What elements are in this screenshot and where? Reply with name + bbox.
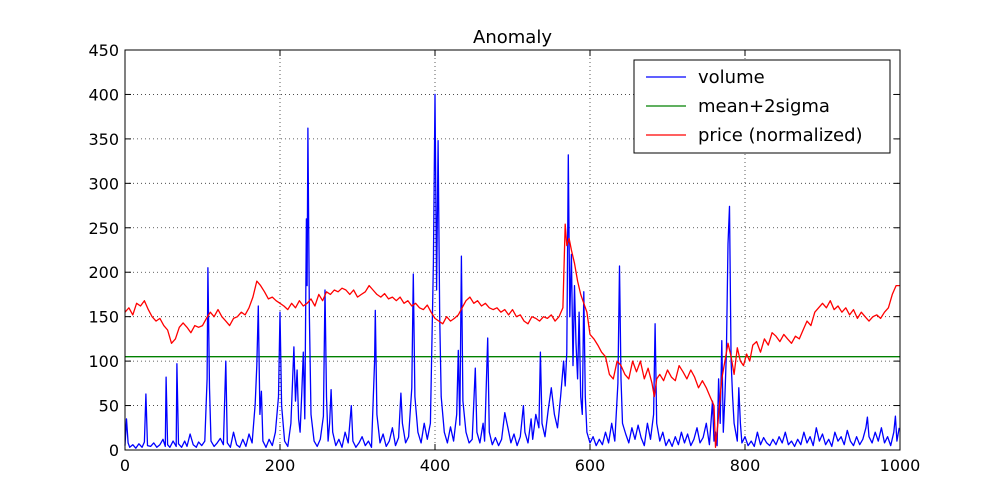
y-tick-label: 400	[88, 85, 119, 104]
legend-label: mean+2sigma	[698, 96, 830, 117]
chart-title: Anomaly	[473, 27, 552, 48]
legend-label: volume	[698, 67, 765, 88]
x-tick-label: 400	[420, 456, 451, 475]
x-tick-label: 200	[265, 456, 296, 475]
y-tick-label: 200	[88, 263, 119, 282]
y-tick-label: 0	[109, 441, 119, 460]
y-tick-label: 250	[88, 219, 119, 238]
legend-label: price (normalized)	[698, 125, 863, 146]
plot-frame	[124, 49, 901, 451]
series-lines	[124, 93, 900, 449]
x-tick-label: 1000	[880, 456, 921, 475]
grid-lines	[125, 50, 900, 450]
axis-ticks: 0 200 400 600 800 1000 0 50 100 150 200 250 300 350 40…	[88, 41, 920, 475]
series-line-volume	[124, 93, 900, 449]
y-tick-label: 450	[88, 41, 119, 60]
y-tick-label: 300	[88, 174, 119, 193]
x-tick-label: 0	[120, 456, 130, 475]
series-line-price-normalized	[124, 223, 900, 448]
legend: volume mean+2sigma price (normalized)	[633, 59, 891, 154]
y-tick-label: 350	[88, 130, 119, 149]
x-tick-label: 600	[575, 456, 606, 475]
x-tick-label: 800	[730, 456, 761, 475]
y-tick-label: 100	[88, 352, 119, 371]
y-tick-label: 50	[99, 397, 119, 416]
y-tick-label: 150	[88, 308, 119, 327]
